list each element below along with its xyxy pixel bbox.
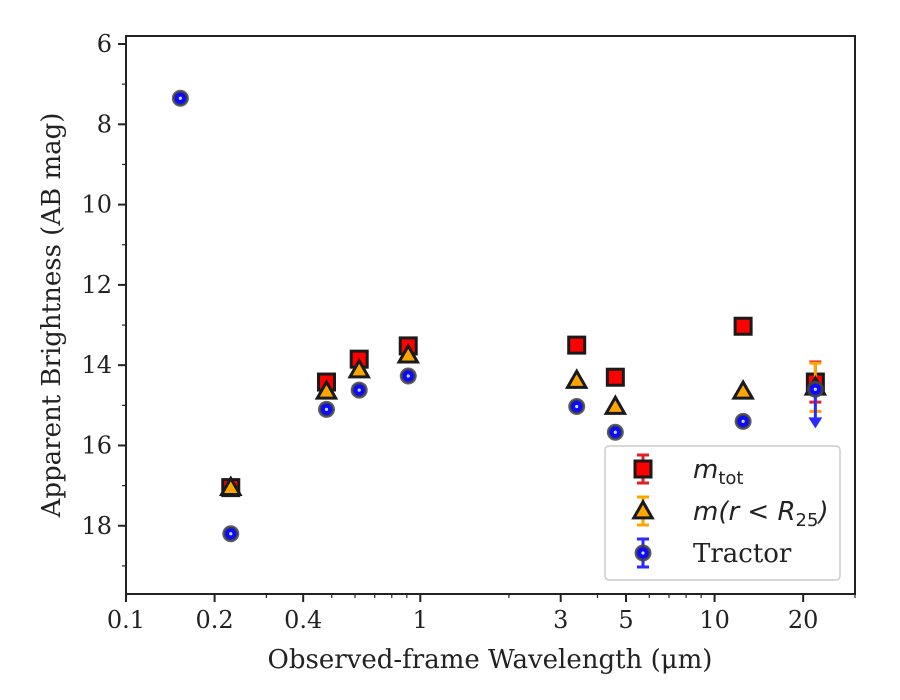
data-point-center [741,419,745,423]
y-tick-label: 12 [81,271,112,299]
y-axis-label: Apparent Brightness (AB mag) [37,113,67,519]
data-point [396,342,421,364]
data-point-center [357,388,361,392]
legend: mtot m(r < R25) Tractor [604,445,841,581]
legend-label: mtot [693,455,743,489]
plot-frame [125,35,856,595]
y-tick-label: 14 [81,351,112,379]
legend-marker-center [641,551,645,555]
data-point-center [406,374,410,378]
data-marks [171,89,828,543]
data-point [605,367,625,387]
y-tick-label: 18 [81,512,112,540]
legend-entry: m(r < R25) [631,495,829,531]
data-point [733,316,753,336]
data-point [564,368,589,389]
data-point [731,379,755,400]
data-point-center [813,387,817,391]
y-tick-label: 16 [81,431,112,459]
axis-ticks: 0.1 0.2 0.4 1 3 5 10 20 6 8 10 12 14 16 18 [81,30,856,634]
legend-label: Tractor [693,539,792,569]
x-axis-label: Observed-frame Wavelength (μm) [268,645,713,675]
x-tick-label: 3 [553,606,568,634]
x-tick-label: 0.4 [284,606,322,634]
legend-box [604,445,841,581]
data-point [347,357,371,379]
y-tick-label: 10 [81,191,112,219]
legend-marker [633,459,653,479]
x-tick-label: 0.1 [107,606,145,634]
data-point [567,335,587,355]
upper-limit-arrow [808,417,823,429]
data-point [218,475,243,497]
x-tick-label: 0.2 [196,606,234,634]
legend-marker [631,498,655,520]
data-point-center [229,532,233,536]
data-point-center [324,407,329,411]
x-tick-label: 10 [699,606,730,634]
data-point-center [575,404,579,409]
x-tick-label: 20 [788,606,819,634]
data-point [314,379,339,400]
x-tick-label: 1 [413,606,428,634]
data-point [603,394,628,415]
series-circle [171,89,824,543]
legend-entry: Tractor [634,537,792,569]
legend-label: m(r < R25) [693,497,829,531]
y-tick-label: 8 [97,110,112,138]
data-point-center [613,430,617,434]
y-tick-label: 6 [97,30,112,58]
legend-entry: mtot [633,453,743,489]
x-tick-label: 5 [618,606,633,634]
data-point-center [178,96,182,100]
